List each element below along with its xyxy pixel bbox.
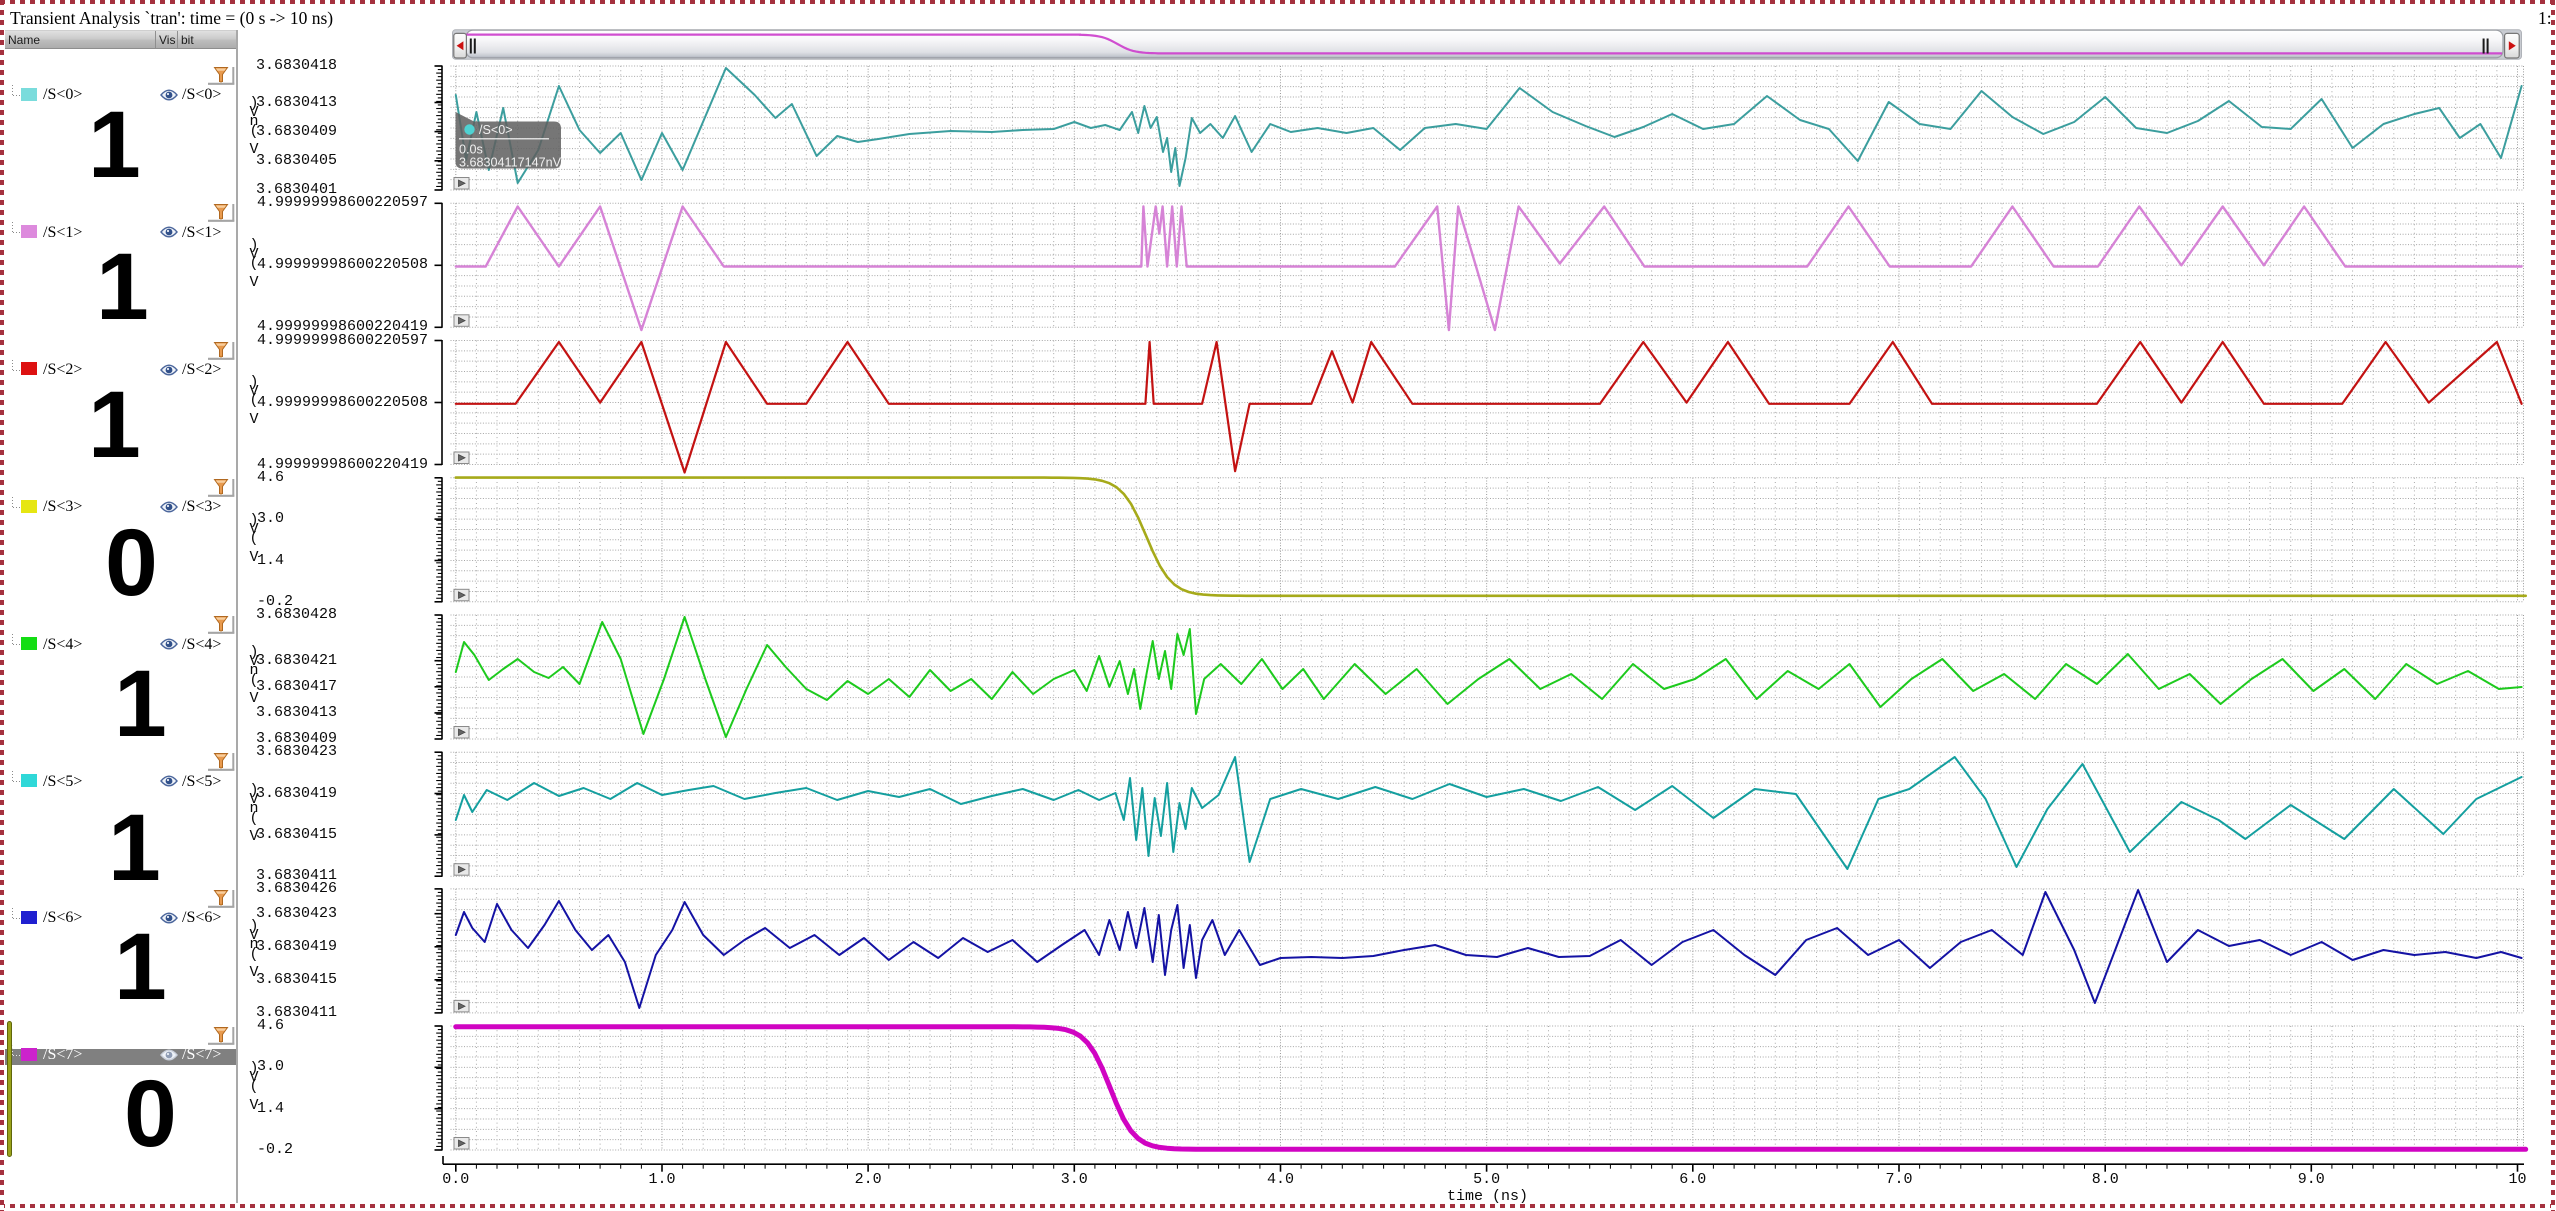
svg-text:0.0s: 0.0s (459, 143, 483, 157)
svg-text:/S<0>: /S<0> (479, 123, 513, 137)
svg-text:3.68304117147nV: 3.68304117147nV (459, 156, 562, 170)
